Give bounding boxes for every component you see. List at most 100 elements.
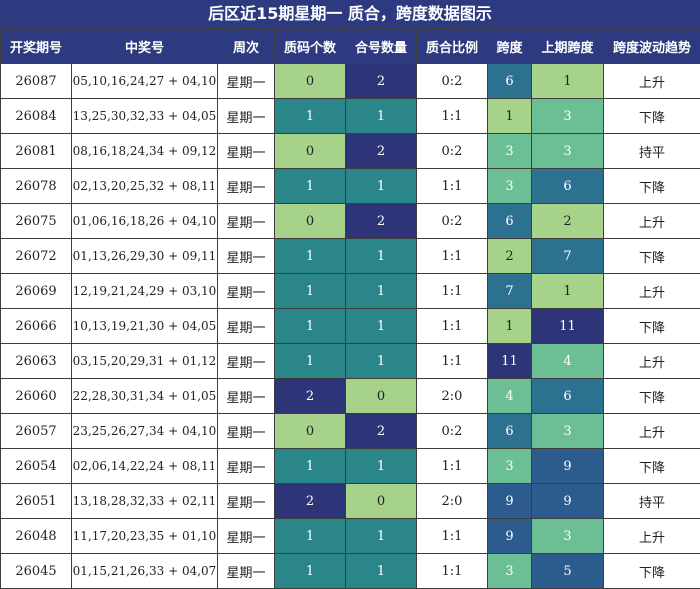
numbers-cell: 05,10,16,24,27 + 04,10 <box>72 64 218 99</box>
prev-span-cell: 4 <box>532 344 604 379</box>
data-table: 开奖期号 中奖号 周次 质码个数 合号数量 质合比例 跨度 上期跨度 跨度波动趋… <box>0 28 700 589</box>
col-header-prev-span: 上期跨度 <box>532 29 604 64</box>
col-header-composite-count: 合号数量 <box>346 29 417 64</box>
span-cell: 3 <box>488 169 532 204</box>
issue-cell: 26048 <box>1 519 72 554</box>
weekday-cell: 星期一 <box>218 169 275 204</box>
ratio-cell: 0:2 <box>417 64 488 99</box>
issue-cell: 26084 <box>1 99 72 134</box>
prev-span-cell: 7 <box>532 239 604 274</box>
composite-count-cell: 2 <box>346 64 417 99</box>
numbers-cell: 01,15,21,26,33 + 04,07 <box>72 554 218 589</box>
span-cell: 6 <box>488 204 532 239</box>
prime-count-cell: 0 <box>275 134 346 169</box>
issue-cell: 26072 <box>1 239 72 274</box>
ratio-cell: 1:1 <box>417 554 488 589</box>
composite-count-cell: 1 <box>346 344 417 379</box>
issue-cell: 26063 <box>1 344 72 379</box>
trend-cell: 持平 <box>604 134 700 169</box>
span-cell: 6 <box>488 64 532 99</box>
composite-count-cell: 1 <box>346 239 417 274</box>
prev-span-cell: 11 <box>532 309 604 344</box>
trend-cell: 上升 <box>604 414 700 449</box>
weekday-cell: 星期一 <box>218 344 275 379</box>
issue-cell: 26081 <box>1 134 72 169</box>
prev-span-cell: 9 <box>532 484 604 519</box>
ratio-cell: 1:1 <box>417 99 488 134</box>
prime-count-cell: 1 <box>275 344 346 379</box>
weekday-cell: 星期一 <box>218 134 275 169</box>
issue-cell: 26075 <box>1 204 72 239</box>
ratio-cell: 1:1 <box>417 169 488 204</box>
col-header-prime-count: 质码个数 <box>275 29 346 64</box>
span-cell: 1 <box>488 99 532 134</box>
col-header-issue: 开奖期号 <box>1 29 72 64</box>
issue-cell: 26057 <box>1 414 72 449</box>
ratio-cell: 2:0 <box>417 379 488 414</box>
numbers-cell: 11,17,20,23,35 + 01,10 <box>72 519 218 554</box>
numbers-cell: 23,25,26,27,34 + 04,10 <box>72 414 218 449</box>
weekday-cell: 星期一 <box>218 414 275 449</box>
ratio-cell: 1:1 <box>417 449 488 484</box>
composite-count-cell: 1 <box>346 99 417 134</box>
trend-cell: 上升 <box>604 274 700 309</box>
col-header-trend: 跨度波动趋势 <box>604 29 700 64</box>
chart-title: 后区近15期星期一 质合，跨度数据图示 <box>0 0 700 28</box>
weekday-cell: 星期一 <box>218 519 275 554</box>
col-header-ratio: 质合比例 <box>417 29 488 64</box>
weekday-cell: 星期一 <box>218 64 275 99</box>
weekday-cell: 星期一 <box>218 274 275 309</box>
composite-count-cell: 1 <box>346 169 417 204</box>
ratio-cell: 0:2 <box>417 204 488 239</box>
composite-count-cell: 1 <box>346 449 417 484</box>
trend-cell: 下降 <box>604 554 700 589</box>
prime-count-cell: 1 <box>275 274 346 309</box>
composite-count-cell: 1 <box>346 554 417 589</box>
prev-span-cell: 9 <box>532 449 604 484</box>
ratio-cell: 0:2 <box>417 134 488 169</box>
span-cell: 11 <box>488 344 532 379</box>
prev-span-cell: 5 <box>532 554 604 589</box>
weekday-cell: 星期一 <box>218 99 275 134</box>
weekday-cell: 星期一 <box>218 309 275 344</box>
numbers-cell: 08,16,18,24,34 + 09,12 <box>72 134 218 169</box>
ratio-cell: 0:2 <box>417 414 488 449</box>
composite-count-cell: 2 <box>346 134 417 169</box>
weekday-cell: 星期一 <box>218 204 275 239</box>
col-header-numbers: 中奖号 <box>72 29 218 64</box>
span-cell: 2 <box>488 239 532 274</box>
trend-cell: 上升 <box>604 519 700 554</box>
prev-span-cell: 3 <box>532 519 604 554</box>
prev-span-cell: 3 <box>532 414 604 449</box>
numbers-cell: 03,15,20,29,31 + 01,12 <box>72 344 218 379</box>
issue-cell: 26054 <box>1 449 72 484</box>
prime-count-cell: 1 <box>275 309 346 344</box>
col-header-span: 跨度 <box>488 29 532 64</box>
issue-cell: 26051 <box>1 484 72 519</box>
prev-span-cell: 1 <box>532 274 604 309</box>
prime-count-cell: 1 <box>275 239 346 274</box>
composite-count-cell: 0 <box>346 484 417 519</box>
ratio-cell: 2:0 <box>417 484 488 519</box>
numbers-cell: 10,13,19,21,30 + 04,05 <box>72 309 218 344</box>
trend-cell: 下降 <box>604 239 700 274</box>
span-cell: 3 <box>488 554 532 589</box>
composite-count-cell: 2 <box>346 414 417 449</box>
composite-count-cell: 1 <box>346 309 417 344</box>
header-row: 开奖期号 中奖号 周次 质码个数 合号数量 质合比例 跨度 上期跨度 跨度波动趋… <box>1 29 700 64</box>
trend-cell: 下降 <box>604 169 700 204</box>
trend-cell: 持平 <box>604 484 700 519</box>
ratio-cell: 1:1 <box>417 344 488 379</box>
prime-count-cell: 1 <box>275 519 346 554</box>
composite-count-cell: 2 <box>346 204 417 239</box>
